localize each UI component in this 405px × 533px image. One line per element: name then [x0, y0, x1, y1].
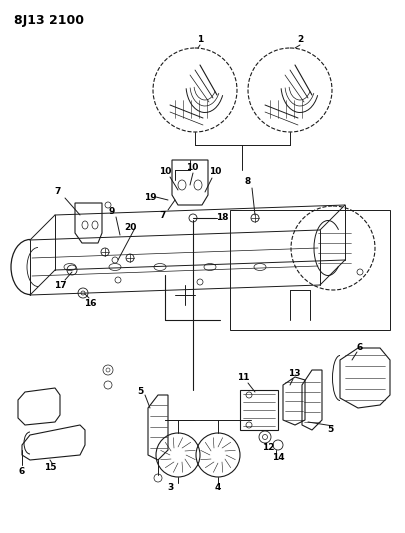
Text: 7: 7	[55, 188, 61, 197]
Text: 10: 10	[209, 167, 221, 176]
Text: 17: 17	[54, 280, 66, 289]
Text: 20: 20	[124, 223, 136, 232]
Text: 2: 2	[297, 36, 303, 44]
Text: 15: 15	[44, 464, 56, 472]
Text: 5: 5	[327, 425, 333, 434]
Text: 18: 18	[216, 214, 228, 222]
Text: 11: 11	[237, 374, 249, 383]
Text: 9: 9	[109, 207, 115, 216]
Text: 19: 19	[144, 192, 156, 201]
Text: 16: 16	[84, 298, 96, 308]
Text: 8J13 2100: 8J13 2100	[14, 14, 84, 27]
Text: 12: 12	[262, 443, 274, 453]
Text: 10: 10	[186, 164, 198, 173]
Text: 13: 13	[288, 369, 300, 378]
Text: 6: 6	[357, 343, 363, 352]
Text: 8: 8	[245, 177, 251, 187]
Text: 5: 5	[137, 387, 143, 397]
Text: 10: 10	[159, 167, 171, 176]
Text: 3: 3	[167, 483, 173, 492]
Text: 14: 14	[272, 454, 284, 463]
Text: 6: 6	[19, 467, 25, 477]
Text: 4: 4	[215, 483, 221, 492]
Text: 1: 1	[197, 36, 203, 44]
Text: 7: 7	[160, 211, 166, 220]
